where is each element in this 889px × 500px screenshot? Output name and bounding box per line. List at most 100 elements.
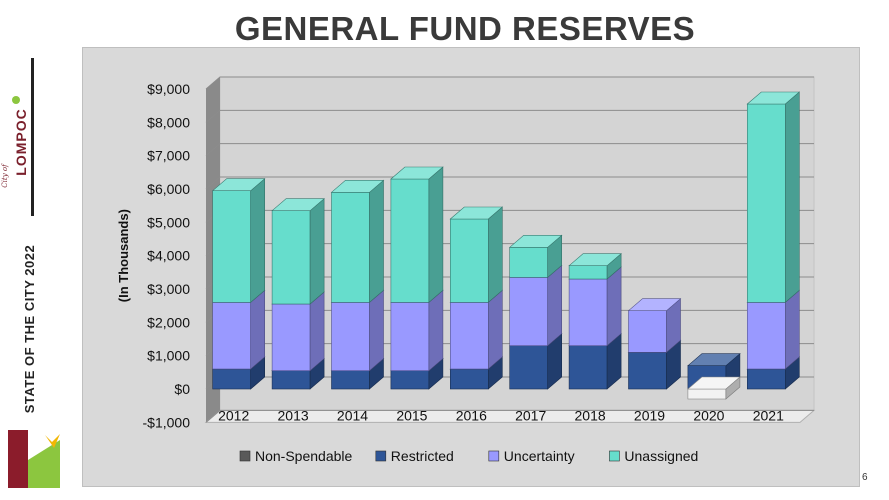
y-tick-label: $9,000 — [147, 81, 190, 97]
bar-segment-unassigned-top — [271, 198, 325, 211]
page-title: GENERAL FUND RESERVES — [234, 10, 696, 47]
bar-segment-uncertainty-front — [509, 277, 549, 346]
sidebar-divider — [31, 58, 34, 216]
bar-segment-unassigned — [746, 91, 801, 303]
bar-segment-unassigned-top — [390, 166, 444, 180]
bar-segment-uncertainty-front — [390, 302, 430, 371]
bar-segment-unassigned — [508, 234, 563, 278]
bar-segment-unassigned-front — [331, 192, 370, 303]
chart: -$1,000 $0 $1,000 $2,000 $3,000 $4,000 $5,000 $… — [116, 76, 816, 464]
page-number: 6 — [862, 472, 868, 483]
y-tick-label: $5,000 — [147, 214, 190, 230]
bar-segment-uncertainty-front — [568, 278, 608, 346]
gridline — [205, 76, 814, 90]
bar-segment-uncertainty-top — [627, 298, 682, 311]
bar-segment-uncertainty-front — [331, 302, 370, 371]
city-logo: LOMPOC — [13, 108, 29, 176]
bar-segment-unassigned — [330, 179, 385, 303]
x-tick-label: 2019 — [634, 407, 665, 423]
bar-segment-unassigned — [211, 178, 266, 303]
bar-segment-unassigned-front — [568, 265, 608, 280]
y-tick-label: $1,000 — [147, 348, 190, 364]
x-tick-label: 2016 — [456, 407, 487, 423]
deco-hill — [28, 440, 60, 488]
bar-segment-unassigned-front — [271, 210, 311, 305]
bar-segment-uncertainty — [211, 289, 266, 370]
bar-segment-unassigned-front — [212, 190, 251, 303]
bar-segment-restricted-top — [687, 353, 741, 366]
bar-segment-unassigned-top — [211, 178, 266, 191]
bar-segment-uncertainty-side — [487, 289, 503, 370]
bar-segment-uncertainty — [271, 291, 325, 372]
bar-segment-restricted-front — [271, 370, 311, 390]
bar-segment-unassigned — [449, 206, 504, 303]
bar-segment-unassigned-side — [784, 91, 800, 303]
bar-segment-unassigned — [568, 253, 622, 280]
bar-segment-uncertainty-front — [212, 302, 251, 370]
bar-segment-uncertainty-side — [606, 266, 622, 347]
bar-segment-unassigned-top — [746, 91, 801, 105]
bar-segment-unassigned-top — [687, 376, 741, 390]
bar-segment-uncertainty-front — [271, 303, 311, 371]
bar-segment-uncertainty — [627, 298, 682, 353]
bar-segment-unassigned-top — [568, 253, 622, 266]
y-tick-label: $8,000 — [147, 114, 190, 130]
logo-flower-icon — [12, 96, 20, 104]
gridline — [205, 109, 814, 123]
bar-segment-unassigned-top — [330, 180, 385, 193]
legend-swatch-restricted — [375, 450, 387, 462]
bar-segment-uncertainty-side — [309, 291, 325, 372]
bar-segment-unassigned-front — [449, 218, 489, 303]
x-tick-label: 2017 — [515, 407, 546, 423]
gridline — [205, 143, 814, 157]
y-tick-label: $4,000 — [147, 248, 190, 264]
bar-segment-restricted-front — [509, 345, 549, 390]
legend-label: Non-Spendable — [255, 448, 353, 464]
bar-segment-unassigned-front — [390, 178, 430, 303]
bar-segment-unassigned-side — [428, 166, 444, 303]
x-tick-label: 2014 — [337, 407, 368, 423]
bar-segment-uncertainty-front — [746, 302, 786, 370]
x-tick-label: 2012 — [218, 407, 249, 423]
sidebar — [0, 0, 80, 500]
bar-segment-unassigned-side — [309, 198, 325, 305]
bar-segment-unassigned-front — [746, 103, 786, 303]
legend-swatch-non-spendable — [239, 450, 251, 462]
y-tick-label: $7,000 — [147, 148, 190, 164]
bar-segment-restricted-front — [568, 345, 608, 390]
bar-segment-uncertainty-side — [547, 264, 563, 347]
x-tick-label: 2021 — [753, 407, 784, 423]
y-tick-label: $3,000 — [147, 281, 190, 297]
bar-segment-restricted-front — [746, 368, 786, 390]
bar-segment-unassigned — [687, 376, 741, 400]
bar-segment-uncertainty-side — [428, 289, 444, 372]
bar-segment-uncertainty-front — [628, 310, 667, 353]
y-tick-label: -$1,000 — [143, 414, 191, 430]
bar-segment-uncertainty-front — [449, 302, 489, 370]
decorative-graphic — [8, 430, 60, 488]
bar-segment-restricted-front — [331, 370, 370, 390]
bar-segment-restricted-front — [628, 352, 667, 390]
legend-swatch-uncertainty — [488, 450, 500, 462]
bar-segment-restricted-front — [449, 368, 489, 390]
x-tick-label: 2018 — [575, 407, 606, 423]
bar-segment-restricted-front — [390, 370, 430, 390]
bar-segment-unassigned-top — [449, 206, 504, 220]
bar-segment-unassigned-front — [509, 247, 549, 278]
bar-segment-unassigned-side — [250, 178, 265, 303]
bar-segment-unassigned-side — [487, 206, 503, 303]
bar-segment-unassigned-front — [687, 388, 727, 400]
bar-segment-uncertainty-side — [250, 289, 265, 370]
gridline — [205, 176, 814, 190]
bar-segment-unassigned — [271, 198, 325, 305]
deco-bar — [8, 430, 28, 488]
y-tick-label: $2,000 — [147, 314, 190, 330]
y-axis-label: (In Thousands) — [116, 209, 131, 302]
x-tick-label: 2013 — [278, 407, 309, 423]
bar-segment-uncertainty-side — [369, 289, 384, 372]
legend-label: Uncertainty — [504, 448, 575, 464]
logo-script: City of — [1, 164, 9, 188]
x-tick-label: 2020 — [693, 407, 724, 423]
bar-segment-unassigned-side — [369, 179, 384, 303]
bar-segment-uncertainty-side — [784, 289, 800, 370]
